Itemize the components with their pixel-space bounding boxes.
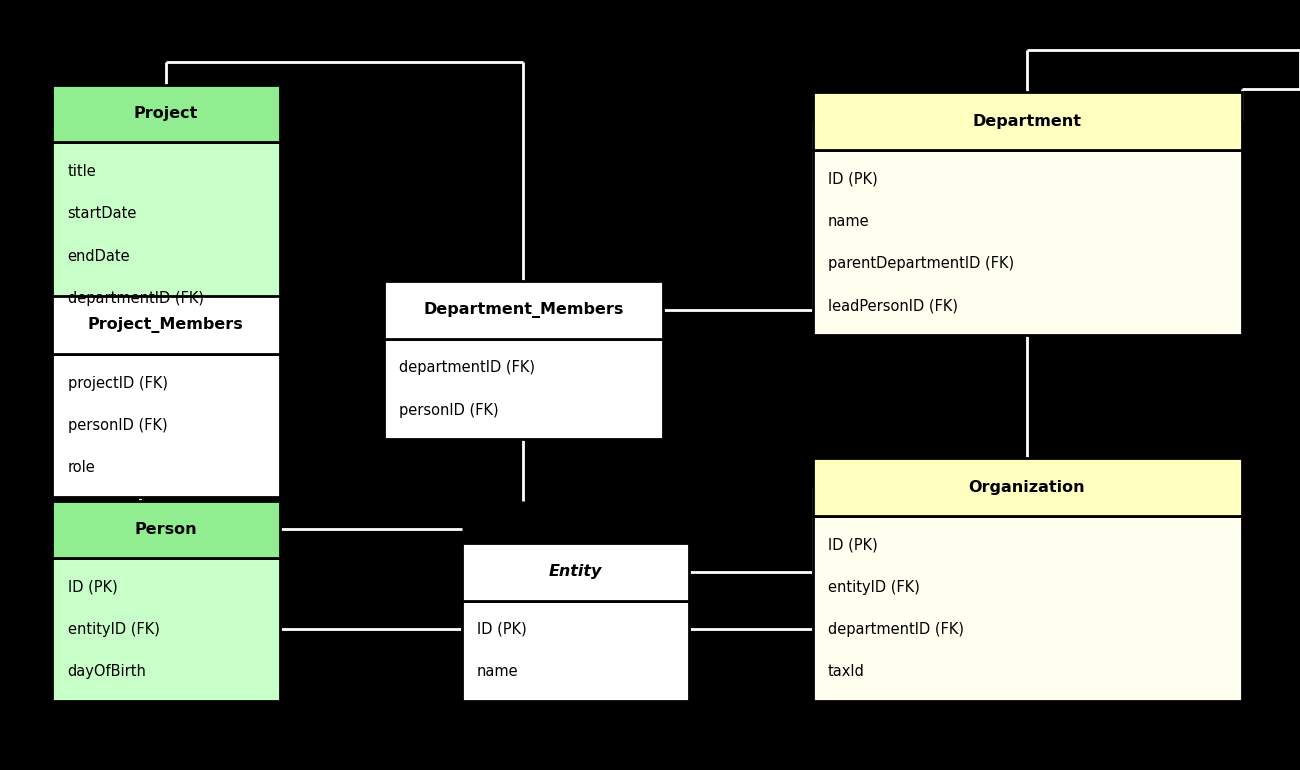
- Bar: [812, 516, 1242, 701]
- Text: projectID (FK): projectID (FK): [68, 376, 168, 390]
- Text: ID (PK): ID (PK): [828, 172, 878, 186]
- Text: parentDepartmentID (FK): parentDepartmentID (FK): [828, 256, 1014, 271]
- Text: title: title: [68, 164, 96, 179]
- Text: leadPersonID (FK): leadPersonID (FK): [828, 299, 958, 313]
- Bar: [52, 142, 280, 327]
- Text: Project_Members: Project_Members: [88, 317, 243, 333]
- Text: taxId: taxId: [828, 665, 864, 679]
- Bar: [384, 281, 663, 339]
- Text: endDate: endDate: [68, 249, 130, 263]
- Text: personID (FK): personID (FK): [399, 403, 499, 417]
- Bar: [462, 601, 689, 701]
- Bar: [812, 150, 1242, 335]
- Text: Entity: Entity: [549, 564, 602, 579]
- Text: departmentID (FK): departmentID (FK): [399, 360, 536, 375]
- Bar: [812, 458, 1242, 516]
- Text: role: role: [68, 460, 95, 475]
- Text: entityID (FK): entityID (FK): [68, 622, 160, 637]
- Text: departmentID (FK): departmentID (FK): [68, 291, 204, 306]
- Text: Department: Department: [972, 114, 1082, 129]
- Text: departmentID (FK): departmentID (FK): [828, 622, 965, 637]
- Bar: [52, 354, 280, 497]
- Bar: [52, 296, 280, 354]
- Text: entityID (FK): entityID (FK): [828, 580, 920, 594]
- Bar: [812, 92, 1242, 150]
- Text: Department_Members: Department_Members: [422, 302, 624, 318]
- Text: ID (PK): ID (PK): [68, 580, 117, 594]
- Text: ID (PK): ID (PK): [477, 622, 526, 637]
- Text: dayOfBirth: dayOfBirth: [68, 665, 147, 679]
- Text: name: name: [828, 214, 870, 229]
- Text: Organization: Organization: [968, 480, 1086, 494]
- Bar: [462, 543, 689, 601]
- Bar: [52, 500, 280, 558]
- Text: Project: Project: [134, 106, 198, 121]
- Bar: [52, 85, 280, 142]
- Bar: [384, 339, 663, 439]
- Text: startDate: startDate: [68, 206, 136, 221]
- Text: Person: Person: [134, 522, 198, 537]
- Text: name: name: [477, 665, 519, 679]
- Text: ID (PK): ID (PK): [828, 537, 878, 552]
- Bar: [52, 558, 280, 701]
- Text: personID (FK): personID (FK): [68, 418, 168, 433]
